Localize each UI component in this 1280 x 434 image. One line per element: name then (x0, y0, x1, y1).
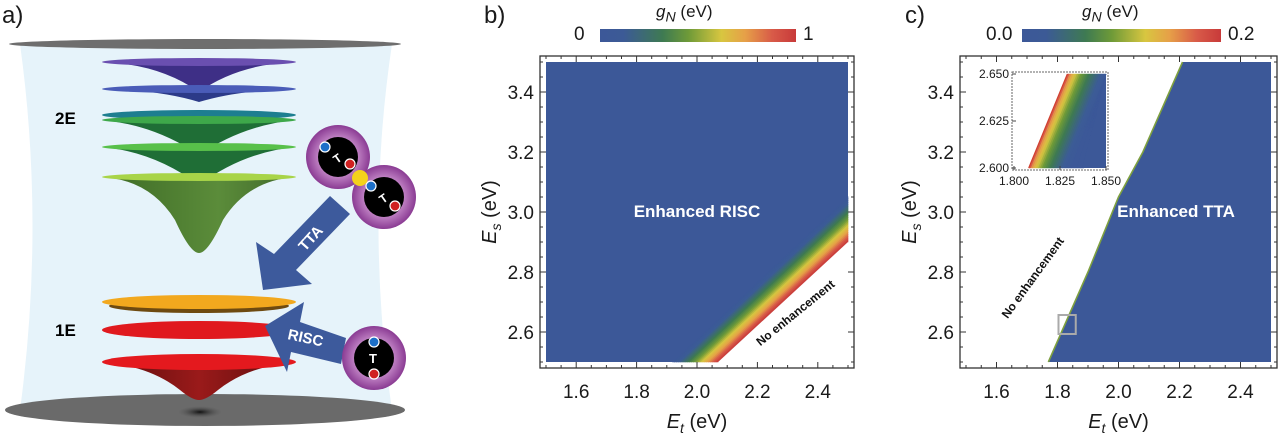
colorbar-b-title: gN (eV) (656, 2, 713, 25)
inset-x-tick-label: 1.825 (1045, 174, 1075, 188)
panel-label-b: b) (484, 2, 506, 29)
top-disc (9, 39, 401, 49)
x-axis-var: E (1088, 411, 1102, 433)
heatmap-b (546, 62, 849, 363)
y-axis-var: E (479, 230, 501, 244)
level-2e-blue-disc (102, 85, 296, 93)
y-axis-sub: s (908, 224, 924, 231)
colorbar-c (1022, 29, 1221, 42)
colorbar-b (600, 29, 796, 42)
triplet-molecule-3: T (342, 326, 406, 390)
colorbar-c-title: gN (eV) (1082, 2, 1139, 25)
x-axis-var: E (667, 411, 681, 433)
level-2e-green2-disc (102, 143, 296, 151)
level-2e-purple (102, 62, 296, 92)
bottom-shadow (178, 406, 222, 418)
level-1e-red-funnel (102, 362, 296, 400)
y-tick-label: 3.2 (928, 143, 954, 164)
y-tick-label: 3.4 (508, 83, 535, 104)
colorbar-b-min: 0 (574, 24, 585, 45)
energy-level-schematic: 2E 1E TTA RISC T T T (5, 39, 416, 426)
panel-label-a: a) (2, 2, 24, 29)
x-tick-label: 1.6 (983, 382, 1009, 403)
colorbar-c-var: g (1082, 2, 1092, 21)
level-2e-green (102, 120, 296, 155)
panel-label-c: c) (905, 2, 925, 29)
y-axis-unit: (eV) (479, 180, 501, 223)
zoom-box-marker (1057, 314, 1077, 335)
level-2e-olive-funnel (102, 177, 296, 253)
inset-x-tick-label: 1.850 (1091, 174, 1121, 188)
y-axis-unit: (eV) (899, 180, 921, 223)
x-tick-label: 2.2 (1166, 382, 1192, 403)
y-tick-label: 2.6 (508, 323, 534, 344)
x-axis-unit: (eV) (684, 411, 727, 433)
x-tick-label: 1.8 (1044, 382, 1070, 403)
x-tick-label: 2.4 (805, 382, 832, 403)
x-axis-unit: (eV) (1105, 411, 1148, 433)
colorbar-c-sub: N (1091, 9, 1102, 26)
x-tick-label: 2.0 (684, 382, 710, 403)
colorbar-c-max: 0.2 (1228, 24, 1255, 45)
x-tick-label: 1.8 (623, 382, 649, 403)
triplet-molecule-2: T (352, 165, 416, 229)
y-tick-label: 2.8 (508, 263, 534, 284)
x-axis-label: Et (eV) (1088, 411, 1149, 434)
x-tick-label: 1.6 (563, 382, 589, 403)
y-axis-label: Es (eV) (899, 180, 924, 244)
y-tick-label: 2.8 (928, 263, 954, 284)
inset-boundary-line (1028, 73, 1068, 169)
level-label-2e: 2E (55, 109, 76, 128)
colorbar-b-sub: N (665, 9, 676, 26)
y-tick-label: 3.0 (508, 203, 534, 224)
level-1e-orange-disc (102, 295, 296, 309)
level-2e-lime-disc (102, 173, 296, 181)
heatmap-c (1047, 61, 1271, 363)
colorbar-c-min: 0.0 (986, 24, 1013, 45)
y-axis-label: Es (eV) (479, 180, 504, 244)
annihilation-spark-icon (352, 170, 368, 186)
colorbar-b-var: g (656, 2, 666, 21)
heatmap-c-boundary-gradient (1047, 61, 1184, 363)
colorbar-b-max: 1 (803, 24, 814, 45)
annotation-no-enhancement-c: No enhancement (999, 234, 1067, 320)
annotation-enhanced-risc: Enhanced RISC (634, 202, 761, 221)
inset-y-tick-label: 2.625 (979, 114, 1009, 128)
inset-y-tick-label: 2.650 (979, 67, 1009, 81)
y-tick-label: 2.6 (928, 323, 954, 344)
inset-y-tick-label: 2.600 (979, 161, 1009, 175)
x-tick-label: 2.2 (744, 382, 770, 403)
y-axis-var: E (899, 230, 921, 244)
level-2e-green2 (102, 147, 296, 185)
x-axis-label: Et (eV) (667, 411, 728, 434)
level-2e-green-disc (102, 116, 296, 124)
inset-x-tick-label: 1.800 (999, 174, 1029, 188)
risc-arrow (265, 302, 346, 372)
level-2e-purple-disc (102, 58, 296, 66)
heatmap-b-no-enhancement-region (718, 242, 848, 362)
annotation-enhanced-tta: Enhanced TTA (1117, 202, 1235, 221)
level-1e-red-disc (102, 321, 296, 339)
colorbar-c-unit: (eV) (1101, 2, 1139, 21)
y-tick-label: 3.4 (928, 83, 955, 104)
inset-plot: 1.800 1.825 1.850 2.600 2.625 2.650 (979, 67, 1121, 188)
level-2e-blue (102, 89, 296, 102)
y-tick-label: 3.2 (508, 143, 534, 164)
x-axis-sub: t (1102, 420, 1107, 434)
colorbar-b-unit: (eV) (675, 2, 713, 21)
x-tick-label: 2.4 (1227, 382, 1254, 403)
heatmap-c-enhanced-region (1048, 62, 1271, 362)
x-axis-sub: t (680, 420, 685, 434)
y-tick-label: 3.0 (928, 203, 954, 224)
x-tick-label: 2.0 (1105, 382, 1131, 403)
tta-arrow (256, 196, 350, 290)
level-1e-red2-disc (102, 354, 296, 370)
y-axis-sub: s (488, 224, 504, 231)
triplet-symbol-3: T (369, 351, 377, 366)
level-label-1e: 1E (55, 321, 76, 340)
